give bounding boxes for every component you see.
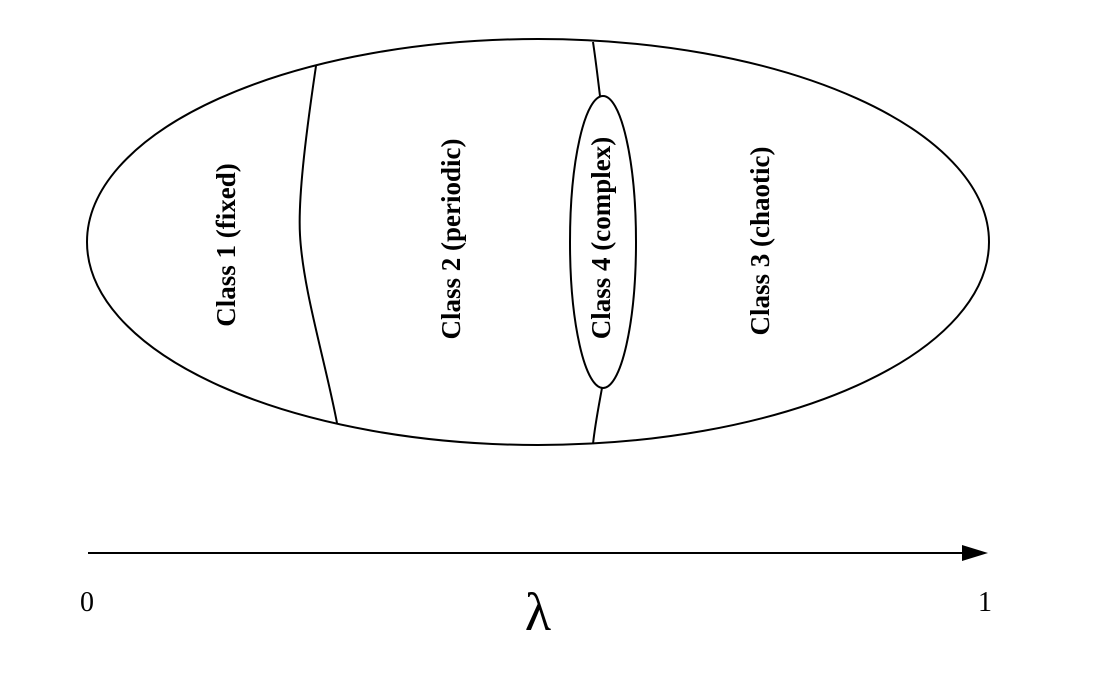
lambda-axis-arrowhead xyxy=(962,545,988,561)
class2-label: Class 2 (periodic) xyxy=(436,139,466,340)
axis-end-label: 1 xyxy=(978,587,992,618)
boundary-bottom-class4 xyxy=(592,387,603,445)
lambda-symbol-label: λ xyxy=(525,582,551,642)
class4-ellipse xyxy=(569,95,637,389)
boundary-top-class4 xyxy=(592,41,601,97)
class1-label: Class 1 (fixed) xyxy=(211,163,241,327)
axis-start-label: 0 xyxy=(80,587,94,618)
outer-ellipse xyxy=(86,38,990,446)
boundary-class1-class2 xyxy=(298,65,338,424)
class4-label: Class 4 (complex) xyxy=(586,137,616,339)
class3-label: Class 3 (chaotic) xyxy=(745,147,775,336)
